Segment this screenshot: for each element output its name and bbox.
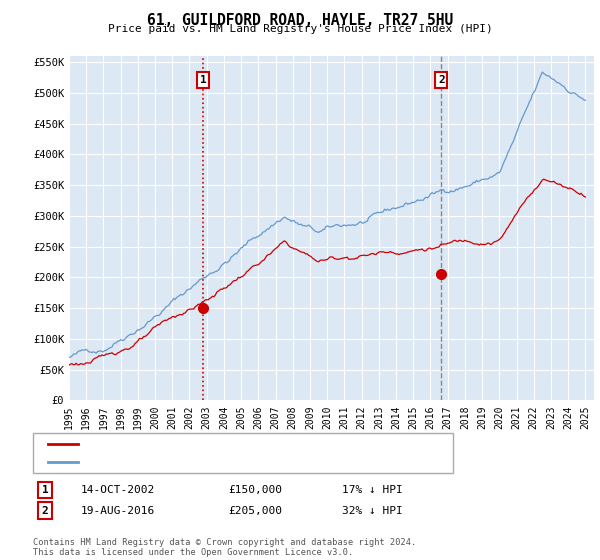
- Text: 1: 1: [200, 75, 206, 85]
- Text: 19-AUG-2016: 19-AUG-2016: [81, 506, 155, 516]
- Text: HPI: Average price, detached house, Cornwall: HPI: Average price, detached house, Corn…: [84, 457, 359, 467]
- Text: Contains HM Land Registry data © Crown copyright and database right 2024.
This d: Contains HM Land Registry data © Crown c…: [33, 538, 416, 557]
- Text: 2: 2: [438, 75, 445, 85]
- Text: 32% ↓ HPI: 32% ↓ HPI: [342, 506, 403, 516]
- Text: £150,000: £150,000: [228, 485, 282, 495]
- Text: Price paid vs. HM Land Registry's House Price Index (HPI): Price paid vs. HM Land Registry's House …: [107, 24, 493, 34]
- Text: 14-OCT-2002: 14-OCT-2002: [81, 485, 155, 495]
- Text: 61, GUILDFORD ROAD, HAYLE, TR27 5HU: 61, GUILDFORD ROAD, HAYLE, TR27 5HU: [147, 13, 453, 28]
- Text: £205,000: £205,000: [228, 506, 282, 516]
- Text: 17% ↓ HPI: 17% ↓ HPI: [342, 485, 403, 495]
- Text: 1: 1: [41, 485, 49, 495]
- Text: 61, GUILDFORD ROAD, HAYLE, TR27 5HU (detached house): 61, GUILDFORD ROAD, HAYLE, TR27 5HU (det…: [84, 439, 409, 449]
- Text: 2: 2: [41, 506, 49, 516]
